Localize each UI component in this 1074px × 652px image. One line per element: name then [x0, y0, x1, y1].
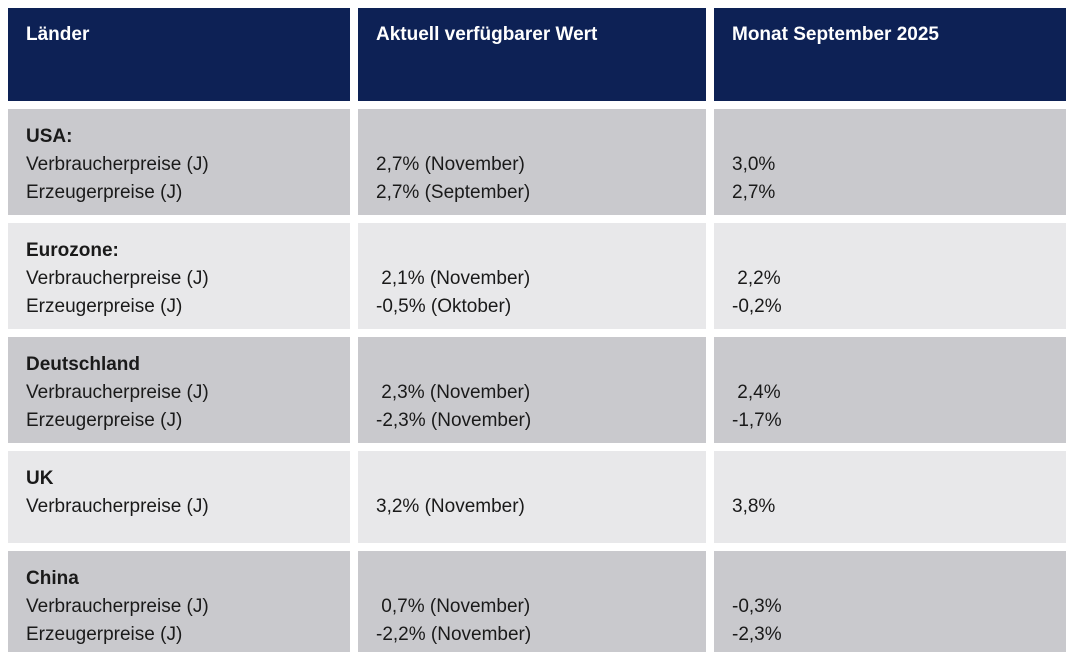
indicator-list: Verbraucherpreise (J)	[26, 496, 209, 517]
indicator-list: Verbraucherpreise (J) Erzeugerpreise (J)	[26, 382, 209, 431]
september-value-cell: 3,0% 2,7%	[714, 109, 1066, 215]
header-aktueller-wert: Aktuell verfügbarer Wert	[358, 8, 706, 101]
indicator-list: Verbraucherpreise (J) Erzeugerpreise (J)	[26, 154, 209, 203]
indicator-list: Verbraucherpreise (J) Erzeugerpreise (J)	[26, 596, 209, 645]
table-row-usa: USA: Verbraucherpreise (J) Erzeugerpreis…	[8, 109, 1066, 215]
country-cell: USA: Verbraucherpreise (J) Erzeugerpreis…	[8, 109, 350, 215]
current-value-cell: 3,2% (November)	[358, 451, 706, 543]
country-name: Eurozone:	[26, 240, 119, 261]
current-value-cell: 2,7% (November) 2,7% (September)	[358, 109, 706, 215]
header-monat-september: Monat September 2025	[714, 8, 1066, 101]
header-laender: Länder	[8, 8, 350, 101]
current-value-cell: 2,3% (November) -2,3% (November)	[358, 337, 706, 443]
september-value-cell: -0,3% -2,3%	[714, 551, 1066, 652]
current-value-cell: 2,1% (November) -0,5% (Oktober)	[358, 223, 706, 329]
country-cell: UK Verbraucherpreise (J)	[8, 451, 350, 543]
table-header: Länder Aktuell verfügbarer Wert Monat Se…	[8, 8, 1066, 101]
country-name: China	[26, 568, 79, 589]
table-row-deutschland: Deutschland Verbraucherpreise (J) Erzeug…	[8, 337, 1066, 443]
country-cell: Eurozone: Verbraucherpreise (J) Erzeuger…	[8, 223, 350, 329]
country-name: UK	[26, 468, 54, 489]
country-cell: Deutschland Verbraucherpreise (J) Erzeug…	[8, 337, 350, 443]
country-cell: China Verbraucherpreise (J) Erzeugerprei…	[8, 551, 350, 652]
september-value-cell: 3,8%	[714, 451, 1066, 543]
table-row-uk: UK Verbraucherpreise (J) 3,2% (November)…	[8, 451, 1066, 543]
table-row-china: China Verbraucherpreise (J) Erzeugerprei…	[8, 551, 1066, 652]
country-name: USA:	[26, 126, 73, 147]
current-value-cell: 0,7% (November) -2,2% (November)	[358, 551, 706, 652]
september-value-cell: 2,4% -1,7%	[714, 337, 1066, 443]
september-value-cell: 2,2% -0,2%	[714, 223, 1066, 329]
header-row: Länder Aktuell verfügbarer Wert Monat Se…	[8, 8, 1066, 101]
country-name: Deutschland	[26, 354, 141, 375]
indicator-list: Verbraucherpreise (J) Erzeugerpreise (J)	[26, 268, 209, 317]
table-body: USA: Verbraucherpreise (J) Erzeugerpreis…	[8, 109, 1066, 652]
table-row-eurozone: Eurozone: Verbraucherpreise (J) Erzeuger…	[8, 223, 1066, 329]
